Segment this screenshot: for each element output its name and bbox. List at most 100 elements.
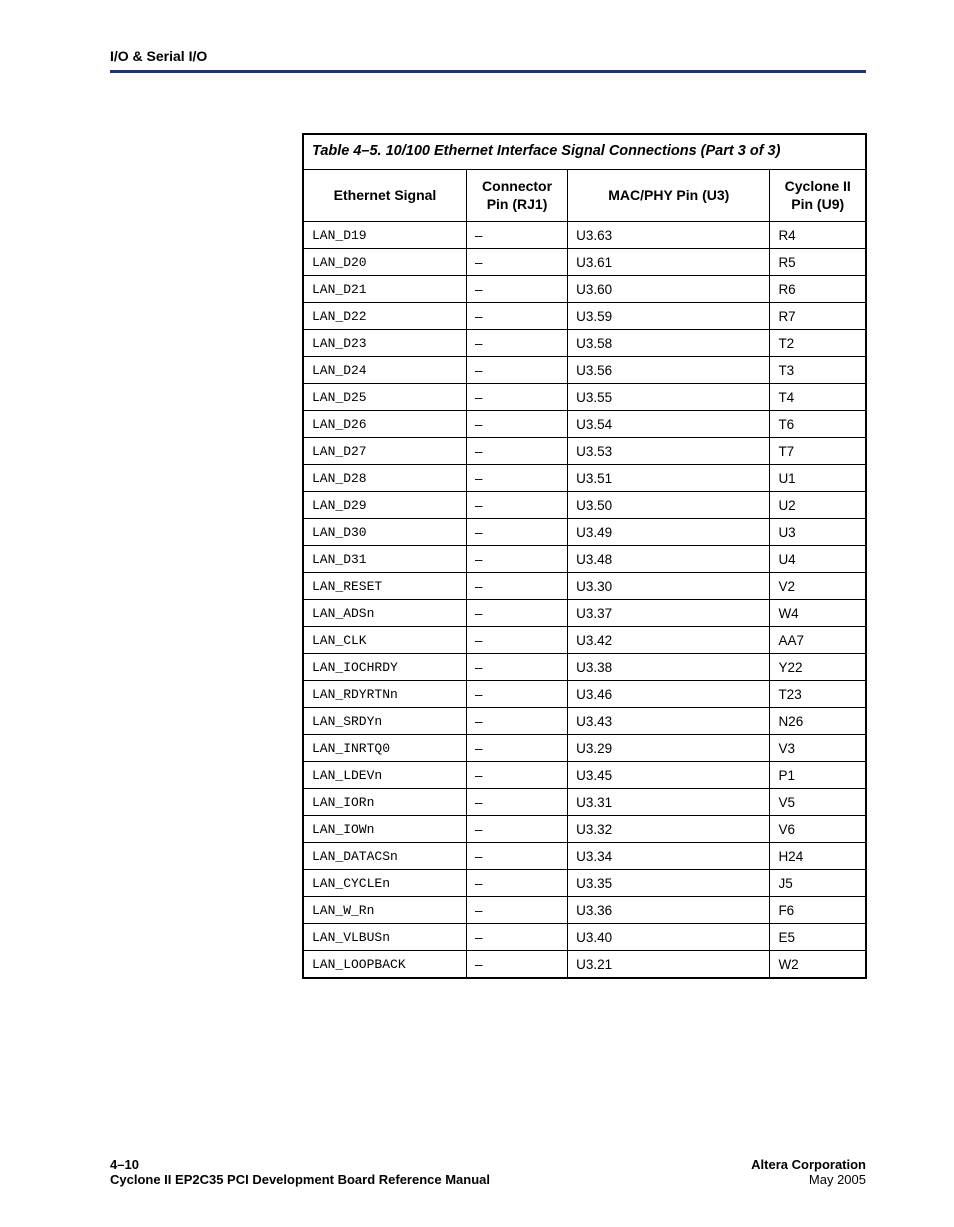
table-title: Table 4–5. 10/100 Ethernet Interface Sig… — [304, 135, 866, 170]
table-row: LAN_RESET–U3.30V2 — [304, 573, 866, 600]
cell-mac-phy-pin: U3.56 — [568, 357, 770, 384]
cell-connector-pin: – — [466, 573, 567, 600]
cell-cyclone-pin: W2 — [770, 951, 866, 978]
header-rule — [110, 70, 866, 73]
table-row: LAN_D20–U3.61R5 — [304, 249, 866, 276]
col-ethernet-signal: Ethernet Signal — [304, 170, 467, 222]
footer-right: Altera Corporation May 2005 — [751, 1157, 866, 1187]
cell-ethernet-signal: LAN_D29 — [304, 492, 467, 519]
table-row: LAN_LDEVn–U3.45P1 — [304, 762, 866, 789]
cell-cyclone-pin: E5 — [770, 924, 866, 951]
cell-connector-pin: – — [466, 249, 567, 276]
cell-connector-pin: – — [466, 681, 567, 708]
table-row: LAN_D22–U3.59R7 — [304, 303, 866, 330]
cell-cyclone-pin: T7 — [770, 438, 866, 465]
cell-cyclone-pin: V2 — [770, 573, 866, 600]
cell-cyclone-pin: P1 — [770, 762, 866, 789]
cell-connector-pin: – — [466, 708, 567, 735]
table-row: LAN_CYCLEn–U3.35J5 — [304, 870, 866, 897]
cell-connector-pin: – — [466, 600, 567, 627]
cell-ethernet-signal: LAN_D19 — [304, 222, 467, 249]
cell-connector-pin: – — [466, 492, 567, 519]
cell-connector-pin: – — [466, 627, 567, 654]
cell-connector-pin: – — [466, 654, 567, 681]
cell-cyclone-pin: T6 — [770, 411, 866, 438]
footer-left: 4–10 Cyclone II EP2C35 PCI Development B… — [110, 1157, 490, 1187]
cell-ethernet-signal: LAN_VLBUSn — [304, 924, 467, 951]
cell-ethernet-signal: LAN_SRDYn — [304, 708, 467, 735]
cell-ethernet-signal: LAN_LDEVn — [304, 762, 467, 789]
cell-mac-phy-pin: U3.50 — [568, 492, 770, 519]
table-row: LAN_D23–U3.58T2 — [304, 330, 866, 357]
cell-ethernet-signal: LAN_LOOPBACK — [304, 951, 467, 978]
cell-ethernet-signal: LAN_D28 — [304, 465, 467, 492]
cell-ethernet-signal: LAN_D25 — [304, 384, 467, 411]
table-row: LAN_DATACSn–U3.34H24 — [304, 843, 866, 870]
cell-connector-pin: – — [466, 789, 567, 816]
cell-ethernet-signal: LAN_D24 — [304, 357, 467, 384]
cell-ethernet-signal: LAN_D26 — [304, 411, 467, 438]
cell-connector-pin: – — [466, 276, 567, 303]
table-row: LAN_IOCHRDY–U3.38Y22 — [304, 654, 866, 681]
ethernet-signal-table: Table 4–5. 10/100 Ethernet Interface Sig… — [302, 133, 867, 979]
table-row: LAN_IOWn–U3.32V6 — [304, 816, 866, 843]
cell-mac-phy-pin: U3.40 — [568, 924, 770, 951]
cell-connector-pin: – — [466, 735, 567, 762]
cell-cyclone-pin: T23 — [770, 681, 866, 708]
cell-mac-phy-pin: U3.42 — [568, 627, 770, 654]
cell-ethernet-signal: LAN_RESET — [304, 573, 467, 600]
cell-mac-phy-pin: U3.43 — [568, 708, 770, 735]
page-footer: 4–10 Cyclone II EP2C35 PCI Development B… — [110, 1157, 866, 1187]
cell-ethernet-signal: LAN_INRTQ0 — [304, 735, 467, 762]
cell-cyclone-pin: V5 — [770, 789, 866, 816]
cell-mac-phy-pin: U3.36 — [568, 897, 770, 924]
cell-cyclone-pin: N26 — [770, 708, 866, 735]
cell-mac-phy-pin: U3.60 — [568, 276, 770, 303]
footer-date: May 2005 — [751, 1172, 866, 1187]
table-row: LAN_LOOPBACK–U3.21W2 — [304, 951, 866, 978]
cell-cyclone-pin: R5 — [770, 249, 866, 276]
cell-connector-pin: – — [466, 438, 567, 465]
cell-connector-pin: – — [466, 357, 567, 384]
table-body: LAN_D19–U3.63R4LAN_D20–U3.61R5LAN_D21–U3… — [304, 222, 866, 978]
cell-cyclone-pin: F6 — [770, 897, 866, 924]
cell-mac-phy-pin: U3.55 — [568, 384, 770, 411]
cell-mac-phy-pin: U3.58 — [568, 330, 770, 357]
cell-connector-pin: – — [466, 411, 567, 438]
cell-cyclone-pin: W4 — [770, 600, 866, 627]
cell-connector-pin: – — [466, 465, 567, 492]
cell-connector-pin: – — [466, 897, 567, 924]
cell-mac-phy-pin: U3.30 — [568, 573, 770, 600]
table-row: LAN_INRTQ0–U3.29V3 — [304, 735, 866, 762]
cell-connector-pin: – — [466, 222, 567, 249]
cell-connector-pin: – — [466, 303, 567, 330]
cell-mac-phy-pin: U3.48 — [568, 546, 770, 573]
table-row: LAN_D19–U3.63R4 — [304, 222, 866, 249]
cell-connector-pin: – — [466, 924, 567, 951]
table-title-row: Table 4–5. 10/100 Ethernet Interface Sig… — [304, 135, 866, 170]
table-row: LAN_RDYRTNn–U3.46T23 — [304, 681, 866, 708]
table-row: LAN_D29–U3.50U2 — [304, 492, 866, 519]
cell-cyclone-pin: T2 — [770, 330, 866, 357]
table-header-row: Ethernet Signal Connector Pin (RJ1) MAC/… — [304, 170, 866, 222]
cell-connector-pin: – — [466, 546, 567, 573]
cell-mac-phy-pin: U3.34 — [568, 843, 770, 870]
cell-ethernet-signal: LAN_D22 — [304, 303, 467, 330]
cell-cyclone-pin: J5 — [770, 870, 866, 897]
table-row: LAN_VLBUSn–U3.40E5 — [304, 924, 866, 951]
table-row: LAN_ADSn–U3.37W4 — [304, 600, 866, 627]
cell-ethernet-signal: LAN_IOWn — [304, 816, 467, 843]
col-connector-pin: Connector Pin (RJ1) — [466, 170, 567, 222]
cell-mac-phy-pin: U3.31 — [568, 789, 770, 816]
cell-connector-pin: – — [466, 870, 567, 897]
cell-connector-pin: – — [466, 519, 567, 546]
cell-ethernet-signal: LAN_D31 — [304, 546, 467, 573]
cell-cyclone-pin: R6 — [770, 276, 866, 303]
cell-connector-pin: – — [466, 951, 567, 978]
cell-cyclone-pin: U2 — [770, 492, 866, 519]
cell-cyclone-pin: T3 — [770, 357, 866, 384]
cell-ethernet-signal: LAN_D30 — [304, 519, 467, 546]
table-row: LAN_D25–U3.55T4 — [304, 384, 866, 411]
cell-ethernet-signal: LAN_ADSn — [304, 600, 467, 627]
table-row: LAN_CLK–U3.42AA7 — [304, 627, 866, 654]
